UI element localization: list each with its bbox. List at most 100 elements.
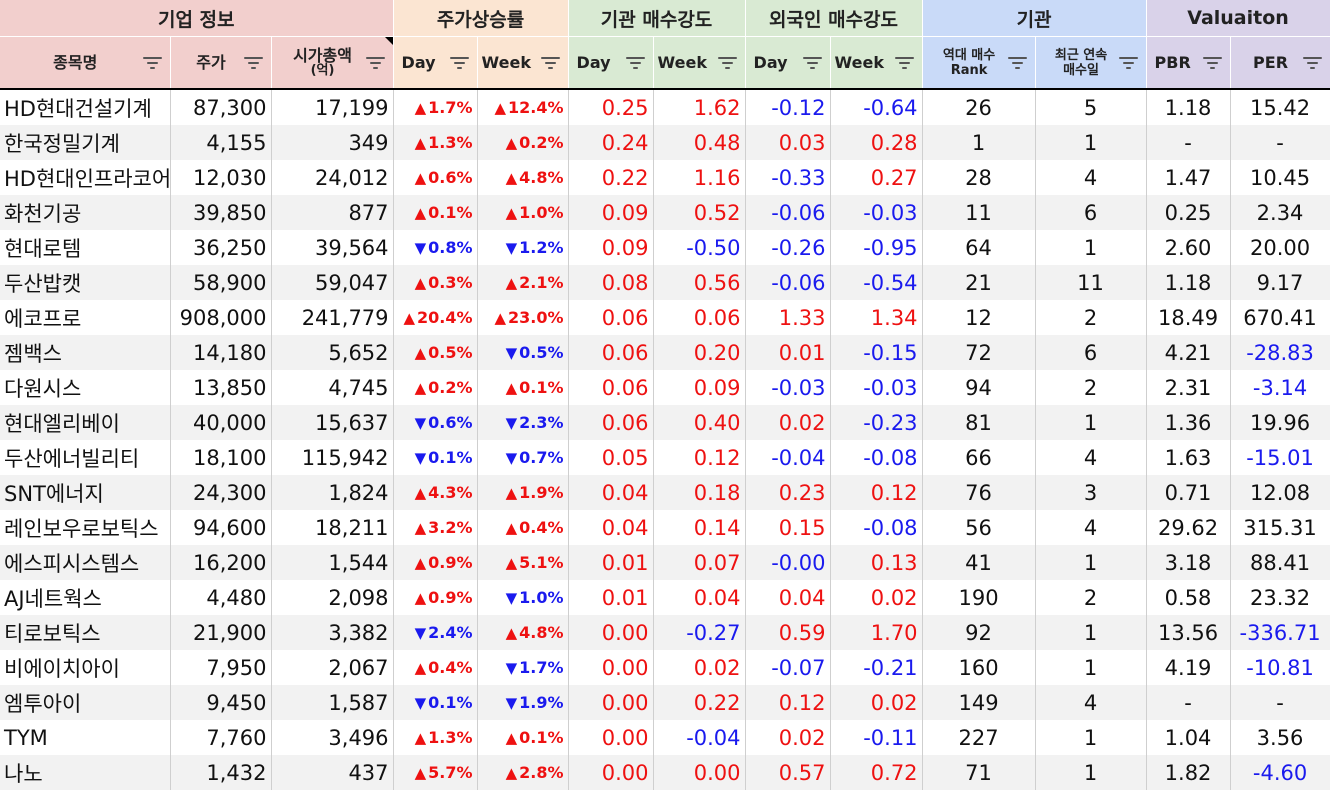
cell-per[interactable]: 3.56 (1230, 720, 1330, 755)
cell-per[interactable]: 10.45 (1230, 160, 1330, 195)
table-row[interactable]: 비에이치아이 7,950 2,067 ▲ 0.4% ▼ 1.7% 0.00 0.02… (0, 650, 1330, 685)
cell-streak[interactable]: 1 (1035, 615, 1147, 650)
cell-price-week[interactable]: ▼ 1.2% (477, 230, 569, 265)
cell-price-day[interactable]: ▲ 0.6% (393, 160, 478, 195)
cell-foreign-day[interactable]: -0.04 (745, 440, 831, 475)
cell-pbr[interactable]: 2.31 (1146, 370, 1231, 405)
cell-price[interactable]: 24,300 (170, 475, 272, 510)
cell-foreign-day[interactable]: 0.12 (745, 685, 831, 720)
cell-per[interactable]: 88.41 (1230, 545, 1330, 580)
cell-streak[interactable]: 1 (1035, 720, 1147, 755)
table-row[interactable]: SNT에너지 24,300 1,824 ▲ 4.3% ▲ 1.9% 0.04 0.1… (0, 475, 1330, 510)
cell-per[interactable]: -15.01 (1230, 440, 1330, 475)
filter-icon[interactable] (717, 56, 737, 70)
cell-market-cap[interactable]: 15,637 (271, 405, 394, 440)
cell-market-cap[interactable]: 24,012 (271, 160, 394, 195)
cell-price-day[interactable]: ▲ 3.2% (393, 510, 478, 545)
cell-foreign-day[interactable]: 0.23 (745, 475, 831, 510)
cell-inst-day[interactable]: 0.24 (568, 125, 654, 160)
table-row[interactable]: 레인보우로보틱스 94,600 18,211 ▲ 3.2% ▲ 0.4% 0.04 … (0, 510, 1330, 545)
cell-market-cap[interactable]: 1,587 (271, 685, 394, 720)
cell-foreign-day[interactable]: -0.03 (745, 370, 831, 405)
cell-streak[interactable]: 1 (1035, 125, 1147, 160)
cell-per[interactable]: -3.14 (1230, 370, 1330, 405)
cell-price[interactable]: 94,600 (170, 510, 272, 545)
cell-rank[interactable]: 26 (922, 89, 1036, 125)
cell-streak[interactable]: 2 (1035, 300, 1147, 335)
cell-price[interactable]: 4,155 (170, 125, 272, 160)
filter-icon[interactable] (802, 56, 822, 70)
cell-market-cap[interactable]: 2,067 (271, 650, 394, 685)
cell-rank[interactable]: 71 (922, 755, 1036, 790)
cell-price[interactable]: 36,250 (170, 230, 272, 265)
cell-inst-week[interactable]: 0.18 (653, 475, 746, 510)
cell-price-week[interactable]: ▲ 0.1% (477, 370, 569, 405)
cell-pbr[interactable]: 1.63 (1146, 440, 1231, 475)
cell-pbr[interactable]: 1.18 (1146, 89, 1231, 125)
cell-pbr[interactable]: - (1146, 125, 1231, 160)
cell-name[interactable]: 현대로템 (0, 230, 171, 265)
cell-price-day[interactable]: ▲ 0.5% (393, 335, 478, 370)
cell-streak[interactable]: 1 (1035, 230, 1147, 265)
cell-per[interactable]: 23.32 (1230, 580, 1330, 615)
cell-inst-day[interactable]: 0.00 (568, 720, 654, 755)
cell-inst-week[interactable]: 0.40 (653, 405, 746, 440)
table-row[interactable]: 티로보틱스 21,900 3,382 ▼ 2.4% ▲ 4.8% 0.00 -0.2… (0, 615, 1330, 650)
cell-name[interactable]: 화천기공 (0, 195, 171, 230)
cell-foreign-day[interactable]: -0.33 (745, 160, 831, 195)
filter-icon[interactable] (540, 56, 560, 70)
cell-pbr[interactable]: 4.19 (1146, 650, 1231, 685)
cell-foreign-day[interactable]: 0.01 (745, 335, 831, 370)
cell-price-week[interactable]: ▲ 0.1% (477, 720, 569, 755)
cell-foreign-week[interactable]: 0.27 (830, 160, 923, 195)
cell-inst-week[interactable]: 0.04 (653, 580, 746, 615)
cell-inst-day[interactable]: 0.06 (568, 405, 654, 440)
cell-rank[interactable]: 190 (922, 580, 1036, 615)
filter-icon[interactable] (1118, 56, 1138, 70)
cell-rank[interactable]: 66 (922, 440, 1036, 475)
cell-foreign-day[interactable]: 0.04 (745, 580, 831, 615)
cell-price-week[interactable]: ▲ 0.4% (477, 510, 569, 545)
table-row[interactable]: TYM 7,760 3,496 ▲ 1.3% ▲ 0.1% 0.00 -0.04 0… (0, 720, 1330, 755)
cell-name[interactable]: TYM (0, 720, 171, 755)
cell-foreign-day[interactable]: 0.02 (745, 405, 831, 440)
cell-inst-day[interactable]: 0.08 (568, 265, 654, 300)
cell-inst-week[interactable]: 0.22 (653, 685, 746, 720)
cell-market-cap[interactable]: 2,098 (271, 580, 394, 615)
cell-price[interactable]: 18,100 (170, 440, 272, 475)
cell-price[interactable]: 87,300 (170, 89, 272, 125)
table-row[interactable]: 젬백스 14,180 5,652 ▲ 0.5% ▼ 0.5% 0.06 0.20 0… (0, 335, 1330, 370)
cell-rank[interactable]: 21 (922, 265, 1036, 300)
cell-foreign-week[interactable]: 1.34 (830, 300, 923, 335)
cell-inst-day[interactable]: 0.04 (568, 475, 654, 510)
cell-price-week[interactable]: ▲ 2.8% (477, 755, 569, 790)
table-row[interactable]: 다원시스 13,850 4,745 ▲ 0.2% ▲ 0.1% 0.06 0.09 … (0, 370, 1330, 405)
cell-rank[interactable]: 81 (922, 405, 1036, 440)
cell-market-cap[interactable]: 241,779 (271, 300, 394, 335)
cell-streak[interactable]: 6 (1035, 195, 1147, 230)
cell-market-cap[interactable]: 3,382 (271, 615, 394, 650)
cell-price[interactable]: 12,030 (170, 160, 272, 195)
cell-streak[interactable]: 11 (1035, 265, 1147, 300)
cell-inst-day[interactable]: 0.09 (568, 230, 654, 265)
cell-price-week[interactable]: ▼ 2.3% (477, 405, 569, 440)
cell-inst-week[interactable]: 0.00 (653, 755, 746, 790)
cell-price-day[interactable]: ▲ 0.1% (393, 195, 478, 230)
cell-price[interactable]: 13,850 (170, 370, 272, 405)
cell-inst-day[interactable]: 0.00 (568, 685, 654, 720)
cell-foreign-day[interactable]: 0.57 (745, 755, 831, 790)
cell-foreign-day[interactable]: -0.07 (745, 650, 831, 685)
cell-foreign-week[interactable]: -0.95 (830, 230, 923, 265)
cell-streak[interactable]: 4 (1035, 160, 1147, 195)
cell-inst-week[interactable]: 0.02 (653, 650, 746, 685)
cell-inst-week[interactable]: 0.07 (653, 545, 746, 580)
cell-pbr[interactable]: 0.71 (1146, 475, 1231, 510)
cell-price[interactable]: 7,950 (170, 650, 272, 685)
cell-rank[interactable]: 56 (922, 510, 1036, 545)
filter-icon[interactable] (625, 56, 645, 70)
table-row[interactable]: HD현대건설기계 87,300 17,199 ▲ 1.7% ▲ 12.4% 0.25… (0, 89, 1330, 125)
cell-price-week[interactable]: ▲ 2.1% (477, 265, 569, 300)
cell-price[interactable]: 58,900 (170, 265, 272, 300)
cell-per[interactable]: 315.31 (1230, 510, 1330, 545)
cell-foreign-day[interactable]: -0.06 (745, 265, 831, 300)
